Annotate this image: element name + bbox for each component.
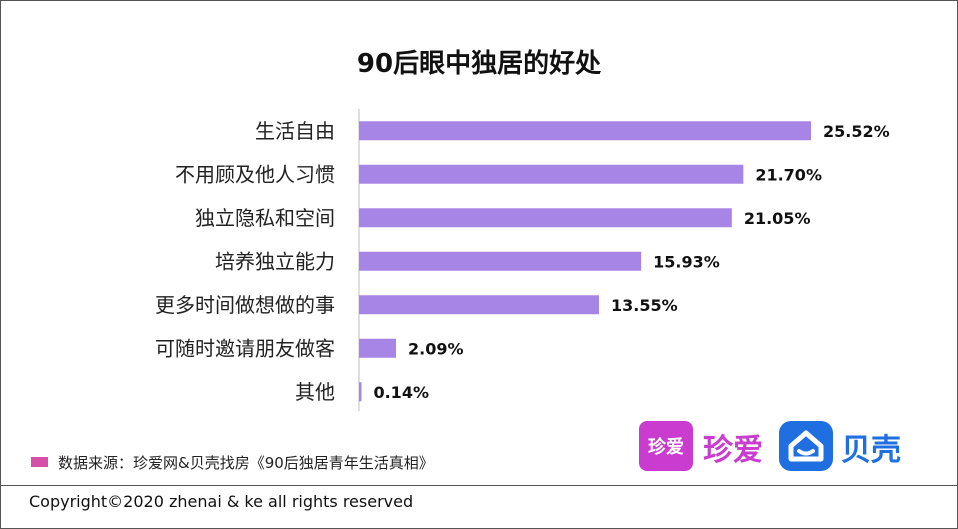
- data-label: 13.55%: [611, 296, 678, 315]
- category-label: 独立隐私和空间: [195, 206, 335, 230]
- data-label: 21.05%: [744, 209, 811, 228]
- data-label: 15.93%: [653, 252, 720, 271]
- source-swatch: [31, 457, 48, 467]
- data-label: 25.52%: [823, 122, 890, 141]
- copyright-text: Copyright©2020 zhenai & ke all rights re…: [29, 492, 414, 511]
- ke-logo-icon: [779, 421, 833, 471]
- data-label: 0.14%: [373, 383, 429, 402]
- source-note: 数据来源：珍爱网&贝壳找房《90后独居青年生活真相》: [31, 450, 434, 474]
- zhenai-logo-icon-text: 珍爱: [648, 437, 684, 458]
- category-label: 更多时间做想做的事: [155, 293, 335, 317]
- zhenai-logo-icon: 珍爱: [639, 421, 693, 471]
- bar: [359, 295, 599, 315]
- bar: [359, 382, 362, 402]
- source-label: 数据来源：珍爱网&贝壳找房《90后独居青年生活真相》: [58, 453, 434, 472]
- bar: [359, 121, 811, 141]
- category-label: 其他: [295, 380, 335, 404]
- chart-title: 90后眼中独居的好处: [356, 49, 602, 79]
- category-label: 不用顾及他人习惯: [175, 162, 335, 186]
- category-label: 培养独立能力: [215, 249, 335, 273]
- category-label: 可随时邀请朋友做客: [155, 336, 335, 360]
- bar: [359, 251, 642, 271]
- bar: [359, 164, 744, 184]
- bar: [359, 208, 732, 228]
- footer-divider: [1, 485, 957, 486]
- ke-logo-text: 贝壳: [841, 433, 901, 468]
- data-label: 21.70%: [755, 165, 822, 184]
- bar-chart: 生活自由 25.52% 不用顾及他人习惯 21.70% 独立隐私和空间 21.05% 培养独…: [155, 109, 890, 411]
- data-label: 2.09%: [408, 339, 464, 358]
- zhenai-logo-text: 珍爱: [703, 433, 763, 468]
- category-label: 生活自由: [255, 119, 335, 143]
- bar: [359, 338, 397, 358]
